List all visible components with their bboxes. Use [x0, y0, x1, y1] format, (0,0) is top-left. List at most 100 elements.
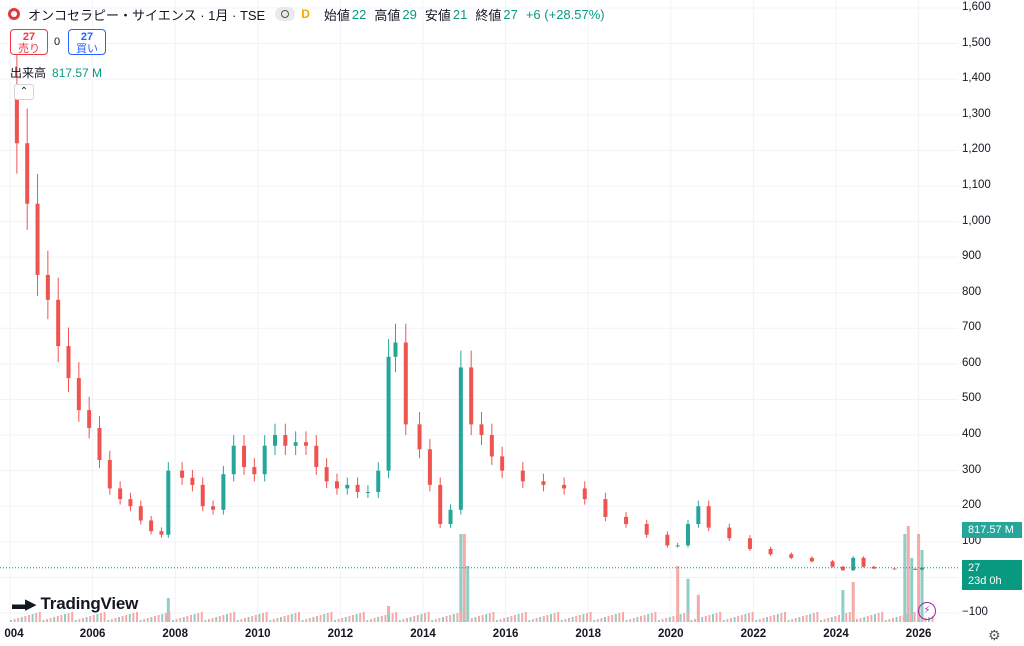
volume-bar — [139, 620, 142, 622]
volume-bar — [312, 617, 315, 622]
price-tick-label: 400 — [962, 428, 982, 441]
volume-bar — [560, 620, 563, 622]
candle-body — [200, 484, 205, 507]
volume-bar — [863, 617, 866, 622]
volume-bar — [121, 616, 124, 622]
volume-bar — [294, 613, 297, 622]
volume-bar — [708, 615, 711, 622]
volume-bar — [542, 616, 545, 622]
candle-body — [35, 203, 40, 275]
volume-bar — [748, 613, 750, 622]
candle-body — [128, 499, 133, 507]
volume-value: 817.57 M — [52, 66, 103, 80]
volume-bar — [866, 616, 869, 622]
volume-bar — [427, 612, 430, 622]
volume-bar — [719, 612, 722, 622]
volume-bar — [89, 616, 92, 622]
time-tick-label: 2018 — [575, 628, 601, 640]
candle-body — [603, 499, 608, 517]
volume-bar — [571, 617, 574, 622]
volume-bar — [276, 618, 279, 622]
tradingview-logo[interactable]: ▬▶ TradingView — [12, 594, 138, 614]
candle-body — [489, 435, 494, 457]
visibility-toggle-icon[interactable] — [275, 7, 296, 21]
sell-price: 27 — [22, 31, 36, 43]
volume-bar — [589, 612, 592, 622]
candle-body — [242, 445, 247, 468]
volume-bar — [28, 615, 30, 622]
volume-bar — [510, 616, 513, 622]
change-value: +6 (+28.57%) — [525, 6, 605, 22]
volume-bar — [762, 618, 765, 622]
collapse-chevron-up-icon[interactable]: ⌃ — [14, 84, 34, 100]
volume-bar — [251, 616, 254, 622]
spread-value: 0 — [54, 36, 61, 48]
volume-bar — [172, 620, 174, 622]
candle-body — [520, 470, 525, 482]
volume-bar — [110, 619, 113, 622]
volume-bar — [913, 612, 916, 622]
open-label: 始値 — [323, 7, 350, 23]
volume-bar — [755, 620, 758, 622]
volume-bar — [802, 616, 804, 622]
volume-bar — [146, 618, 149, 622]
volume-bar — [535, 618, 538, 622]
volume-bar — [456, 613, 459, 622]
volume-bar — [820, 620, 822, 622]
candle-body — [479, 424, 484, 436]
last-price-value: 27 — [968, 562, 981, 574]
volume-bar — [902, 615, 905, 622]
volume-bar — [236, 620, 239, 622]
candle-body — [809, 557, 814, 562]
settings-gear-icon[interactable]: ⚙ — [988, 627, 1001, 643]
volume-bar — [524, 612, 527, 622]
candle-body — [303, 442, 308, 446]
price-tick-label: 300 — [962, 463, 982, 476]
candle-body — [14, 86, 19, 144]
time-tick-label: 2020 — [658, 628, 684, 640]
volume-bar — [240, 619, 243, 622]
volume-bar — [424, 613, 426, 622]
volume-bar — [870, 615, 873, 622]
volume-bar — [766, 617, 768, 622]
volume-bar — [323, 614, 326, 622]
candle-body — [892, 568, 897, 570]
high-label: 高値 — [374, 7, 401, 23]
volume-bar — [305, 619, 308, 622]
volume-bar — [466, 566, 470, 622]
candle-body — [665, 534, 670, 546]
volume-bar — [175, 619, 178, 622]
volume-bar — [841, 590, 845, 622]
volume-bar — [676, 615, 678, 622]
volume-bar — [550, 614, 552, 622]
volume-bar — [604, 617, 606, 622]
candle-body — [293, 442, 298, 446]
volume-bar — [161, 614, 164, 622]
volume-bar — [452, 614, 455, 622]
volume-bar — [67, 613, 70, 622]
lightning-icon[interactable]: ⚡ — [918, 602, 936, 620]
volume-bar — [884, 620, 887, 622]
volume-bar — [596, 619, 599, 622]
volume-bar — [784, 612, 786, 622]
volume-bar — [258, 614, 261, 622]
candle-body — [768, 548, 773, 555]
volume-bar — [459, 534, 463, 622]
candle-body — [107, 459, 112, 489]
candle-body — [582, 488, 587, 500]
volume-bar — [462, 534, 466, 622]
volume-bar — [618, 613, 621, 622]
volume-bar — [85, 617, 88, 622]
volume-bar — [874, 614, 876, 622]
buy-button[interactable]: 27 買い — [68, 29, 106, 55]
volume-bar — [636, 617, 639, 622]
volume-bar — [881, 612, 884, 622]
volume-bar — [319, 615, 322, 622]
volume-bar — [856, 619, 858, 622]
sell-button[interactable]: 27 売り — [10, 29, 48, 55]
volume-bar — [341, 618, 344, 622]
candle-body — [706, 506, 711, 528]
candle-body — [458, 367, 463, 510]
volume-bar — [812, 613, 815, 622]
